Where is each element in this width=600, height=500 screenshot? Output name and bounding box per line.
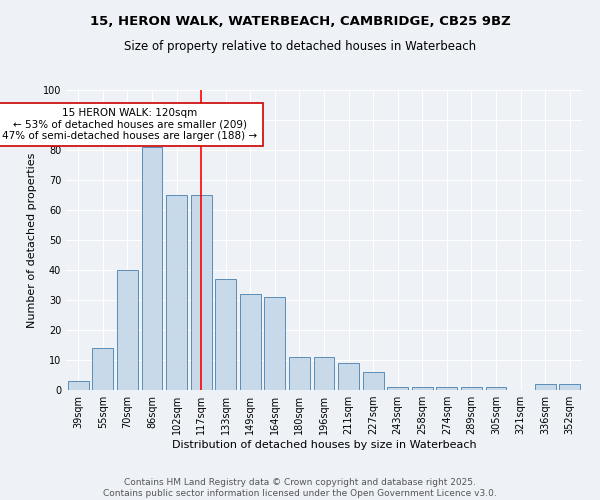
Bar (215, 279, 236, 390)
Text: Size of property relative to detached houses in Waterbeach: Size of property relative to detached ho… (124, 40, 476, 53)
Bar (191, 195, 212, 390)
Bar (535, 384, 556, 390)
Bar (265, 297, 286, 390)
X-axis label: Distribution of detached houses by size in Waterbeach: Distribution of detached houses by size … (172, 440, 476, 450)
Bar (142, 147, 163, 390)
Bar (166, 195, 187, 390)
Bar (240, 294, 261, 390)
Text: 15 HERON WALK: 120sqm
← 53% of detached houses are smaller (209)
47% of semi-det: 15 HERON WALK: 120sqm ← 53% of detached … (2, 108, 257, 141)
Bar (412, 387, 433, 390)
Text: 15, HERON WALK, WATERBEACH, CAMBRIDGE, CB25 9BZ: 15, HERON WALK, WATERBEACH, CAMBRIDGE, C… (89, 15, 511, 28)
Bar (461, 387, 482, 390)
Y-axis label: Number of detached properties: Number of detached properties (27, 152, 37, 328)
Bar (387, 387, 408, 390)
Bar (559, 384, 580, 390)
Bar (117, 270, 138, 390)
Bar (314, 357, 334, 390)
Bar (485, 387, 506, 390)
Bar (338, 363, 359, 390)
Bar (68, 381, 89, 390)
Bar (92, 348, 113, 390)
Bar (362, 372, 383, 390)
Text: Contains HM Land Registry data © Crown copyright and database right 2025.
Contai: Contains HM Land Registry data © Crown c… (103, 478, 497, 498)
Bar (436, 387, 457, 390)
Bar (289, 357, 310, 390)
